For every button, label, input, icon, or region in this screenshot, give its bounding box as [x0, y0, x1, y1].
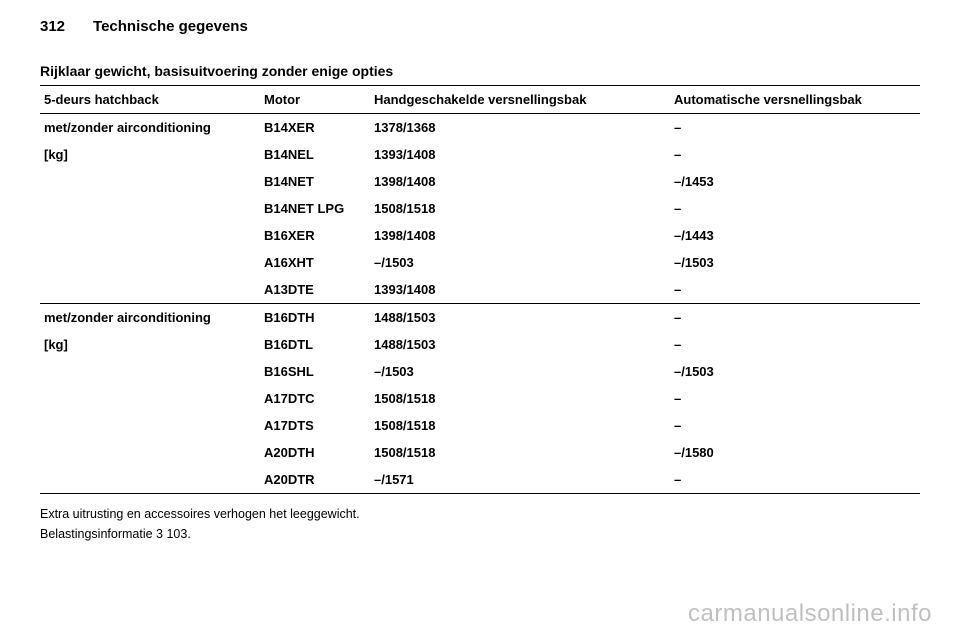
row-motor: A20DTR: [260, 466, 370, 494]
row-manual: 1398/1408: [370, 222, 670, 249]
table-row: A17DTC1508/1518–: [40, 385, 920, 412]
row-motor: B16XER: [260, 222, 370, 249]
row-auto: –: [670, 385, 920, 412]
row-desc: [kg]: [40, 331, 260, 358]
col-header-manual: Handgeschakelde versnellingsbak: [370, 86, 670, 114]
watermark: carmanualsonline.info: [688, 600, 932, 628]
chapter-title: Technische gegevens: [93, 18, 248, 35]
row-motor: B16SHL: [260, 358, 370, 385]
table-row: A17DTS1508/1518–: [40, 412, 920, 439]
table-row: [kg]B16DTL1488/1503–: [40, 331, 920, 358]
col-header-model: 5-deurs hatchback: [40, 86, 260, 114]
row-motor: A17DTC: [260, 385, 370, 412]
ref-icon: 3: [156, 527, 163, 541]
row-motor: A20DTH: [260, 439, 370, 466]
row-manual: 1508/1518: [370, 439, 670, 466]
row-auto: –/1503: [670, 249, 920, 276]
row-auto: –/1580: [670, 439, 920, 466]
section-title: Rijklaar gewicht, basisuitvoering zonder…: [40, 63, 920, 79]
row-auto: –: [670, 331, 920, 358]
row-auto: –: [670, 466, 920, 494]
row-motor: B16DTH: [260, 304, 370, 332]
row-manual: 1393/1408: [370, 141, 670, 168]
row-desc: [40, 439, 260, 466]
page-number: 312: [40, 18, 65, 35]
row-manual: 1508/1518: [370, 195, 670, 222]
page-header: 312 Technische gegevens: [40, 18, 920, 35]
table-row: [kg]B14NEL1393/1408–: [40, 141, 920, 168]
row-manual: –/1503: [370, 358, 670, 385]
row-auto: –: [670, 195, 920, 222]
table-row: A20DTH1508/1518–/1580: [40, 439, 920, 466]
table-row: B14NET LPG1508/1518–: [40, 195, 920, 222]
row-desc: [40, 222, 260, 249]
table-row: A20DTR–/1571–: [40, 466, 920, 494]
row-auto: –: [670, 141, 920, 168]
row-manual: 1378/1368: [370, 114, 670, 142]
col-header-motor: Motor: [260, 86, 370, 114]
row-motor: A13DTE: [260, 276, 370, 304]
row-motor: B14XER: [260, 114, 370, 142]
row-desc: [40, 466, 260, 494]
row-motor: A17DTS: [260, 412, 370, 439]
row-manual: 1508/1518: [370, 385, 670, 412]
row-desc: [40, 195, 260, 222]
row-desc: [40, 412, 260, 439]
table-row: B16XER1398/1408–/1443: [40, 222, 920, 249]
row-auto: –/1443: [670, 222, 920, 249]
col-header-auto: Automatische versnellingsbak: [670, 86, 920, 114]
row-manual: 1393/1408: [370, 276, 670, 304]
row-desc: [40, 358, 260, 385]
row-auto: –/1453: [670, 168, 920, 195]
table-row: met/zonder airconditioningB14XER1378/136…: [40, 114, 920, 142]
row-manual: 1508/1518: [370, 412, 670, 439]
table-header-row: 5-deurs hatchback Motor Handgeschakelde …: [40, 86, 920, 114]
row-auto: –: [670, 304, 920, 332]
row-manual: –/1503: [370, 249, 670, 276]
footnote-line-1: Extra uitrusting en accessoires verhogen…: [40, 504, 920, 524]
table-row: met/zonder airconditioningB16DTH1488/150…: [40, 304, 920, 332]
row-auto: –/1503: [670, 358, 920, 385]
row-desc: met/zonder airconditioning: [40, 304, 260, 332]
row-motor: B14NET LPG: [260, 195, 370, 222]
weight-table: 5-deurs hatchback Motor Handgeschakelde …: [40, 85, 920, 494]
row-manual: 1488/1503: [370, 331, 670, 358]
footnotes: Extra uitrusting en accessoires verhogen…: [40, 504, 920, 544]
table-row: A16XHT–/1503–/1503: [40, 249, 920, 276]
row-auto: –: [670, 412, 920, 439]
row-motor: B14NET: [260, 168, 370, 195]
row-desc: met/zonder airconditioning: [40, 114, 260, 142]
row-manual: –/1571: [370, 466, 670, 494]
table-row: A13DTE1393/1408–: [40, 276, 920, 304]
footnote-line-2: Belastingsinformatie 3 103.: [40, 524, 920, 544]
row-auto: –: [670, 276, 920, 304]
row-motor: B16DTL: [260, 331, 370, 358]
row-manual: 1398/1408: [370, 168, 670, 195]
row-desc: [40, 276, 260, 304]
row-manual: 1488/1503: [370, 304, 670, 332]
row-desc: [kg]: [40, 141, 260, 168]
row-desc: [40, 385, 260, 412]
table-row: B16SHL–/1503–/1503: [40, 358, 920, 385]
row-motor: A16XHT: [260, 249, 370, 276]
row-desc: [40, 168, 260, 195]
table-row: B14NET1398/1408–/1453: [40, 168, 920, 195]
row-auto: –: [670, 114, 920, 142]
row-desc: [40, 249, 260, 276]
row-motor: B14NEL: [260, 141, 370, 168]
